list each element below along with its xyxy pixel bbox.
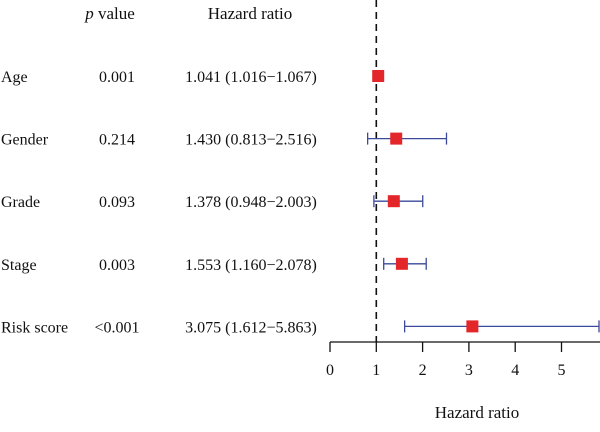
hr-header: Hazard ratio: [208, 4, 292, 23]
row-label: Stage: [1, 257, 37, 274]
x-tick-label: 1: [372, 362, 380, 379]
x-axis-ticks: 0 1 2 3 4 5: [326, 342, 566, 379]
forest-row: Gender 0.214 1.430 (0.813−2.516): [1, 132, 448, 149]
x-axis-title: Hazard ratio: [435, 403, 519, 422]
row-hr-text: 1.430 (0.813−2.516): [185, 132, 317, 149]
forest-row: Risk score <0.001 3.075 (1.612−5.863): [1, 319, 600, 336]
row-hr-text: 1.041 (1.016−1.067): [185, 69, 317, 86]
row-pvalue: 0.214: [99, 132, 135, 149]
forest-row: Age 0.001 1.041 (1.016−1.067): [1, 69, 385, 86]
x-tick-label: 0: [326, 362, 334, 379]
forest-row: Grade 0.093 1.378 (0.948−2.003): [1, 194, 424, 211]
row-pvalue: 0.003: [99, 257, 135, 274]
row-pvalue: <0.001: [94, 319, 139, 336]
x-tick-label: 3: [465, 362, 473, 379]
pvalue-header-italic: p: [84, 4, 94, 23]
row-label: Risk score: [1, 319, 68, 336]
row-hr-text: 1.553 (1.160−2.078): [185, 257, 317, 274]
x-tick-label: 5: [558, 362, 566, 379]
hr-point-marker: [372, 70, 385, 82]
row-pvalue: 0.001: [99, 69, 135, 86]
hr-point-marker: [395, 257, 408, 270]
pvalue-header: p value: [84, 4, 135, 23]
row-hr-text: 1.378 (0.948−2.003): [185, 194, 317, 211]
row-label: Gender: [1, 132, 49, 149]
rows-layer: Age 0.001 1.041 (1.016−1.067) Gender 0.214 1.…: [1, 69, 600, 336]
forest-row: Stage 0.003 1.553 (1.160−2.078): [1, 257, 427, 274]
pvalue-header-rest: value: [94, 4, 135, 23]
hr-point-marker: [387, 195, 400, 208]
x-tick-label: 4: [511, 362, 519, 379]
row-label: Grade: [1, 194, 40, 211]
x-tick-label: 2: [419, 362, 427, 379]
hr-point-marker: [466, 320, 479, 333]
row-hr-text: 3.075 (1.612−5.863): [185, 319, 317, 336]
row-label: Age: [1, 69, 28, 86]
row-pvalue: 0.093: [99, 194, 135, 211]
hr-point-marker: [390, 132, 403, 145]
